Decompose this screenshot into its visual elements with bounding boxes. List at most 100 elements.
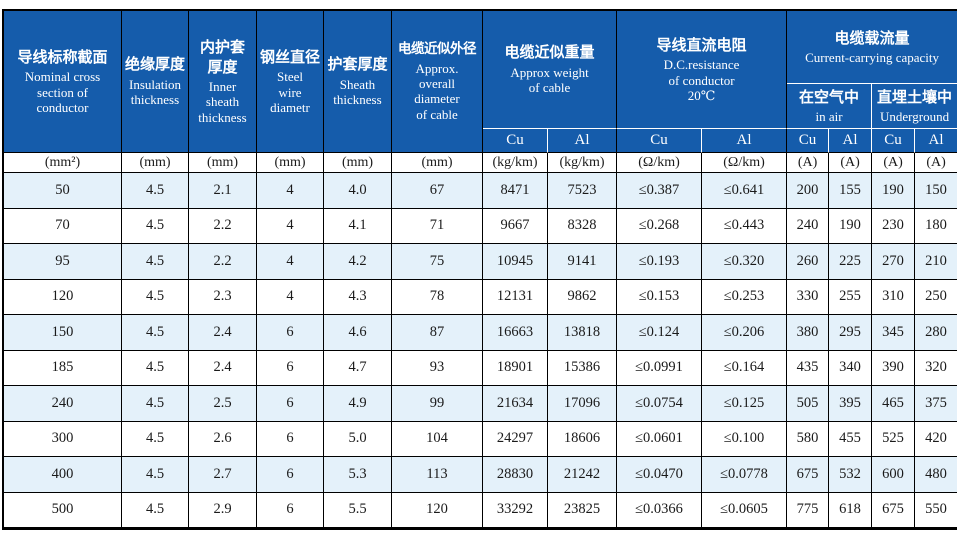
table-row: 500 4.5 2.9 6 5.5 120 33292 23825 ≤0.0366 ≤0.0605… [4, 492, 957, 528]
conductor-label-cell: Al [829, 129, 873, 153]
data-cell: 280 [915, 315, 957, 351]
data-cell: 4.5 [122, 244, 189, 280]
data-cell: 70 [4, 208, 122, 244]
header-en-label: Nominal cross section of conductor [24, 69, 101, 115]
header-en-label: Underground [880, 109, 950, 125]
data-cell: 600 [872, 457, 916, 493]
data-cell: 4.9 [324, 386, 392, 422]
data-cell: 4.7 [324, 350, 392, 386]
data-cell: 550 [915, 492, 957, 528]
header-row-subgroups: 在空气中 in air 直埋土壤中 Underground [4, 84, 957, 129]
unit-cell: (A) [829, 153, 873, 173]
conductor-label-cell: Al [702, 129, 788, 153]
col-group-approx-weight: 电缆近似重量 Approx weight of cable [483, 11, 618, 129]
data-cell: 295 [829, 315, 873, 351]
unit-cell: (A) [787, 153, 830, 173]
unit-cell: (Ω/km) [617, 153, 703, 173]
conductor-label-cell: Cu [872, 129, 916, 153]
unit-cell: (mm) [257, 153, 324, 173]
data-cell: 78 [392, 279, 483, 315]
table-row: 300 4.5 2.6 6 5.0 104 24297 18606 ≤0.0601 ≤0.100 5… [4, 421, 957, 457]
data-cell: 505 [787, 386, 830, 422]
data-cell: ≤0.153 [617, 279, 703, 315]
data-cell: ≤0.641 [702, 173, 788, 209]
data-cell: 67 [392, 173, 483, 209]
data-cell: 50 [4, 173, 122, 209]
table-row: 50 4.5 2.1 4 4.0 67 8471 7523 ≤0.387 ≤0.641 200 155… [4, 173, 957, 209]
data-cell: 330 [787, 279, 830, 315]
data-cell: ≤0.320 [702, 244, 788, 280]
data-cell: 250 [915, 279, 957, 315]
data-cell: ≤0.443 [702, 208, 788, 244]
data-cell: 190 [872, 173, 916, 209]
data-cell: ≤0.164 [702, 350, 788, 386]
data-cell: 12131 [483, 279, 548, 315]
unit-cell: (mm) [392, 153, 483, 173]
data-cell: ≤0.124 [617, 315, 703, 351]
table-header: 导线标称截面 Nominal cross section of conducto… [4, 11, 957, 173]
data-cell: 4 [257, 279, 324, 315]
data-cell: 9667 [483, 208, 548, 244]
data-cell: 4.0 [324, 173, 392, 209]
data-cell: 6 [257, 350, 324, 386]
data-cell: 455 [829, 421, 873, 457]
data-cell: 465 [872, 386, 916, 422]
data-cell: 390 [872, 350, 916, 386]
data-cell: ≤0.125 [702, 386, 788, 422]
data-cell: 155 [829, 173, 873, 209]
data-cell: 4.5 [122, 279, 189, 315]
unit-cell: (kg/km) [548, 153, 618, 173]
data-cell: ≤0.0605 [702, 492, 788, 528]
unit-cell: (mm) [122, 153, 189, 173]
data-cell: 8471 [483, 173, 548, 209]
data-cell: 95 [4, 244, 122, 280]
data-cell: 210 [915, 244, 957, 280]
header-zh-label: 绝缘厚度 [124, 55, 185, 74]
data-cell: 345 [872, 315, 916, 351]
data-cell: ≤0.0991 [617, 350, 703, 386]
data-cell: 4.5 [122, 208, 189, 244]
table-row: 400 4.5 2.7 6 5.3 113 28830 21242 ≤0.0470 ≤0.0778… [4, 457, 957, 493]
data-cell: 4.5 [122, 457, 189, 493]
table-row: 185 4.5 2.4 6 4.7 93 18901 15386 ≤0.0991 ≤0.164 43… [4, 350, 957, 386]
data-cell: 190 [829, 208, 873, 244]
data-cell: 375 [915, 386, 957, 422]
header-en-label: in air [815, 109, 843, 125]
col-header-sheath-thickness: 护套厚度 Sheath thickness [324, 11, 392, 153]
data-cell: 4.5 [122, 315, 189, 351]
header-zh-label: 电缆载流量 [834, 28, 910, 47]
data-cell: 4 [257, 173, 324, 209]
data-cell: 23825 [548, 492, 618, 528]
data-cell: 4.5 [122, 386, 189, 422]
header-zh-label: 电缆近似外径 [398, 41, 477, 58]
col-header-overall-diameter: 电缆近似外径 Approx. overall diameter of cable [392, 11, 483, 153]
header-en-label: Sheath thickness [333, 76, 382, 108]
data-cell: 532 [829, 457, 873, 493]
data-cell: 240 [787, 208, 830, 244]
data-cell: 6 [257, 421, 324, 457]
header-zh-label: 导线直流电阻 [656, 35, 747, 54]
header-en-label: Current-carrying capacity [805, 50, 939, 66]
data-cell: 310 [872, 279, 916, 315]
data-cell: 185 [4, 350, 122, 386]
data-cell: 6 [257, 315, 324, 351]
data-cell: 2.4 [189, 315, 257, 351]
data-cell: 4.5 [122, 173, 189, 209]
header-zh-label: 直埋土壤中 [877, 87, 953, 106]
data-cell: 9141 [548, 244, 618, 280]
data-cell: 320 [915, 350, 957, 386]
data-cell: 180 [915, 208, 957, 244]
data-cell: 4.5 [122, 421, 189, 457]
header-en-label: D.C.resistance of conductor 20℃ [663, 57, 740, 103]
cable-spec-table: 导线标称截面 Nominal cross section of conducto… [2, 9, 957, 530]
data-cell: 420 [915, 421, 957, 457]
data-cell: 435 [787, 350, 830, 386]
header-en-label: Approx weight of cable [510, 64, 589, 96]
data-cell: 4.5 [122, 492, 189, 528]
data-cell: 28830 [483, 457, 548, 493]
data-cell: ≤0.206 [702, 315, 788, 351]
data-cell: 7523 [548, 173, 618, 209]
data-cell: 5.3 [324, 457, 392, 493]
data-cell: ≤0.0601 [617, 421, 703, 457]
data-cell: 2.9 [189, 492, 257, 528]
